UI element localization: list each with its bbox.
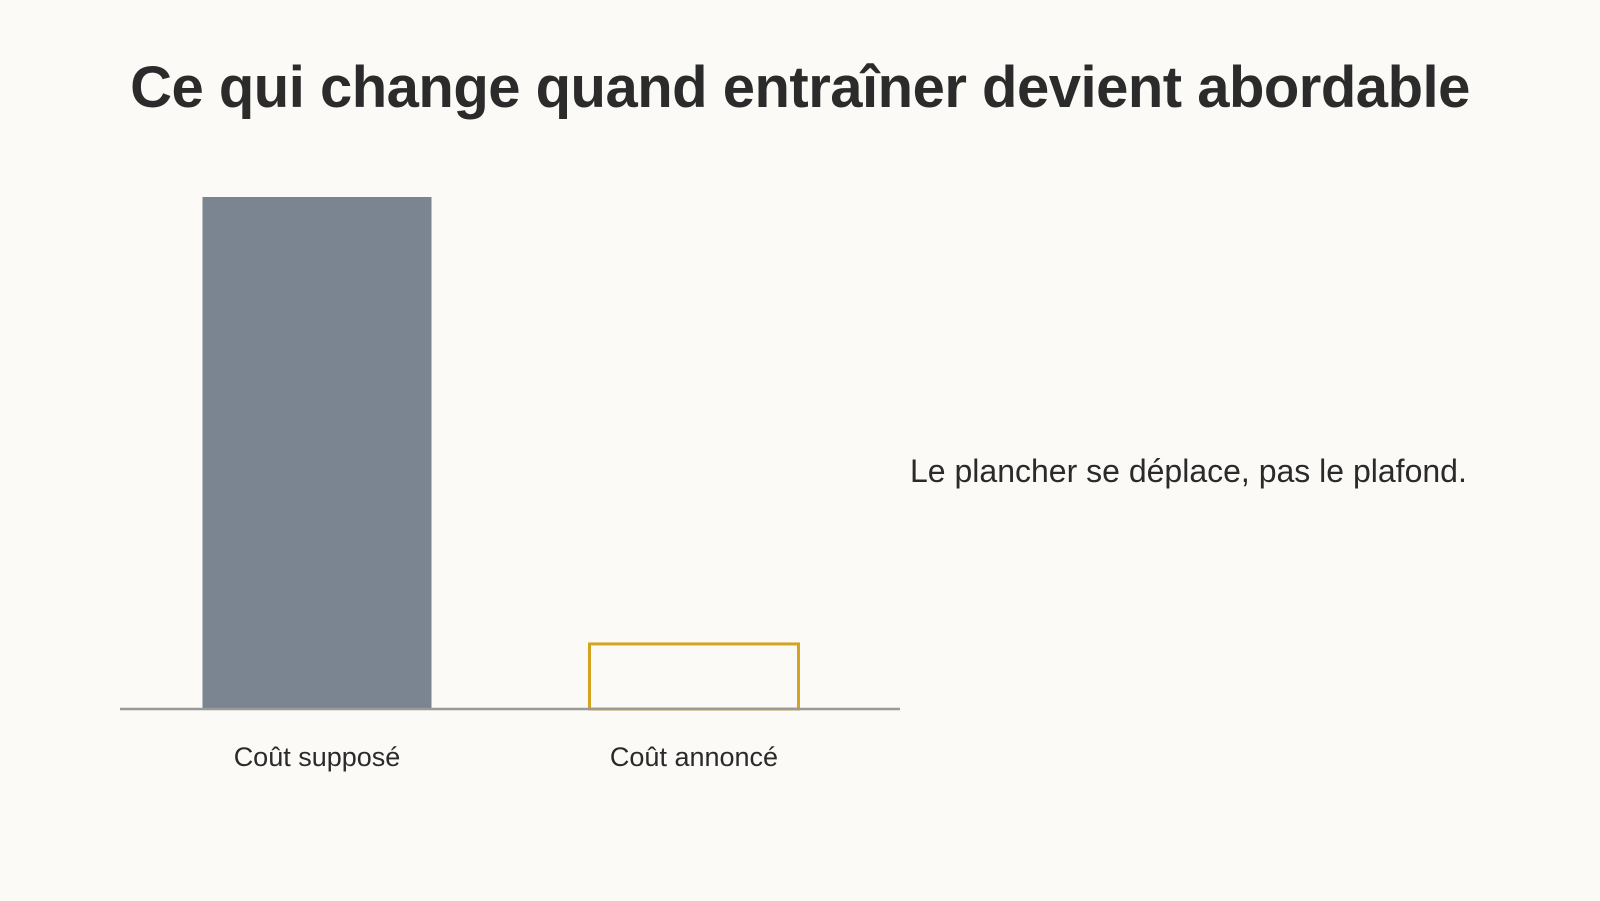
- bars-group: [202, 197, 800, 711]
- bar-2: [588, 642, 800, 711]
- slide-title: Ce qui change quand entraîner devient ab…: [130, 55, 1470, 120]
- category-label-1: Coût supposé: [234, 742, 401, 772]
- side-note: Le plancher se déplace, pas le plafond.: [910, 453, 1467, 489]
- bar-1: [202, 197, 432, 709]
- category-label-2: Coût annoncé: [610, 742, 778, 772]
- category-labels: Coût supposé Coût annoncé: [234, 742, 778, 772]
